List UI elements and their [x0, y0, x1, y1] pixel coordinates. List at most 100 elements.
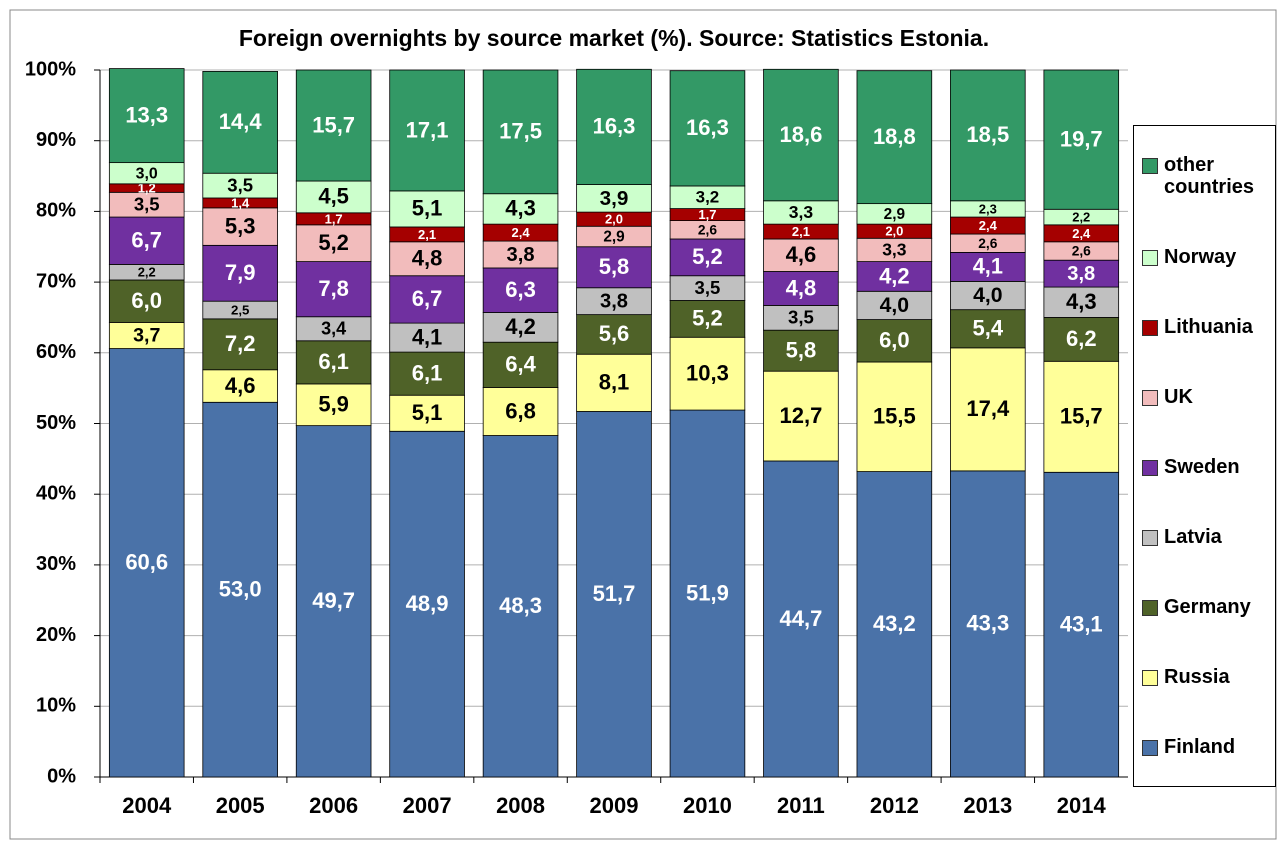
y-tick-label: 30%	[36, 553, 76, 575]
legend-swatch	[1142, 250, 1158, 266]
data-label: 17,1	[406, 117, 449, 142]
data-label: 3,5	[695, 277, 721, 298]
data-label: 18,5	[966, 122, 1009, 147]
y-tick-label: 100%	[25, 58, 76, 80]
y-tick-label: 0%	[47, 765, 76, 787]
y-tick-label: 70%	[36, 270, 76, 292]
data-label: 2,9	[603, 229, 624, 246]
data-label: 6,0	[131, 288, 162, 313]
bar-segment	[856, 261, 933, 292]
bar-segment	[856, 361, 933, 472]
legend-item: Lithuania	[1142, 316, 1275, 338]
bar-segment	[669, 70, 746, 187]
data-label: 5,1	[412, 400, 443, 425]
legend-item: Norway	[1142, 246, 1275, 268]
data-label: 1,2	[138, 181, 156, 196]
bar-segment	[576, 68, 652, 185]
data-label: 3,3	[789, 202, 814, 222]
legend-item: Germany	[1142, 596, 1275, 618]
bar-segment	[1043, 286, 1120, 318]
y-tick-label: 20%	[36, 624, 76, 646]
bar-segment	[202, 244, 278, 302]
bar-segment	[576, 287, 652, 316]
data-label: 1,7	[325, 211, 343, 226]
data-label: 6,8	[505, 398, 536, 423]
bar-segment	[295, 425, 372, 778]
data-label: 15,7	[1060, 404, 1103, 429]
data-label: 2,2	[138, 265, 156, 280]
data-label: 5,9	[318, 392, 349, 417]
data-label: 60,6	[125, 550, 168, 575]
y-tick-label: 90%	[36, 129, 76, 151]
data-label: 3,5	[227, 175, 253, 196]
y-tick-label: 10%	[36, 695, 76, 717]
legend: other countries Norway Lithuania UK Sweden La…	[1133, 125, 1276, 787]
data-label: 4,2	[879, 263, 910, 288]
bar-segment	[856, 70, 933, 205]
legend-item: Finland	[1142, 736, 1275, 758]
bar-segment	[295, 180, 372, 214]
legend-label: Lithuania	[1164, 316, 1253, 338]
data-label: 6,4	[505, 352, 536, 377]
bar-segment	[1043, 259, 1120, 288]
data-label: 3,4	[321, 319, 346, 339]
data-label: 5,1	[412, 196, 443, 221]
data-label: 1,7	[698, 207, 716, 222]
data-label: 19,7	[1060, 126, 1103, 151]
data-label: 2,2	[1072, 209, 1090, 224]
bar-segment	[950, 309, 1026, 349]
legend-swatch	[1142, 740, 1158, 756]
data-label: 14,4	[219, 109, 263, 134]
bar-segment	[202, 401, 278, 778]
data-label: 2,9	[884, 206, 905, 223]
data-label: 44,7	[779, 606, 822, 631]
chart-title: Foreign overnights by source market (%).…	[239, 25, 989, 51]
bar-segment	[389, 322, 465, 353]
bar-segment	[482, 69, 559, 195]
data-label: 16,3	[593, 114, 636, 139]
data-label: 4,8	[412, 246, 443, 271]
legend-label: other countries	[1164, 154, 1255, 198]
x-tick-label: 2005	[216, 793, 265, 818]
data-label: 6,7	[412, 286, 443, 311]
data-label: 4,1	[412, 324, 442, 349]
data-label: 18,6	[779, 122, 822, 147]
bar-segment	[202, 71, 278, 174]
bar-segment	[763, 329, 839, 372]
data-label: 3,8	[507, 244, 535, 266]
legend-swatch	[1142, 390, 1158, 406]
bar-segment	[202, 172, 278, 199]
data-label: 5,8	[599, 254, 630, 279]
data-label: 15,5	[873, 404, 916, 429]
data-label: 8,1	[599, 370, 630, 395]
data-label: 7,2	[225, 331, 256, 356]
bar-segment	[856, 319, 933, 363]
data-label: 3,7	[133, 325, 160, 347]
data-label: 53,0	[219, 576, 262, 601]
y-tick-label: 40%	[36, 482, 76, 504]
legend-swatch	[1142, 600, 1158, 616]
data-label: 17,5	[499, 119, 542, 144]
data-label: 2,5	[231, 303, 249, 318]
data-label: 5,4	[973, 316, 1004, 341]
bar-segment	[295, 224, 372, 262]
bar-segment	[389, 69, 465, 192]
bar-segment	[763, 370, 839, 462]
y-tick-label: 50%	[36, 412, 76, 434]
bar-segment	[295, 69, 372, 182]
data-label: 2,4	[512, 225, 531, 240]
legend-swatch	[1142, 670, 1158, 686]
bar-segment	[389, 430, 465, 778]
data-label: 6,3	[505, 277, 536, 302]
y-tick-label: 80%	[36, 200, 76, 222]
bar-segment	[389, 351, 465, 396]
data-label: 6,0	[879, 328, 910, 353]
data-label: 2,4	[979, 218, 998, 233]
x-tick-label: 2007	[403, 793, 452, 818]
data-label: 2,1	[792, 224, 810, 239]
x-tick-label: 2009	[590, 793, 639, 818]
data-label: 3,5	[134, 194, 160, 215]
bar-segment	[576, 314, 652, 355]
bar-segment	[576, 411, 652, 778]
